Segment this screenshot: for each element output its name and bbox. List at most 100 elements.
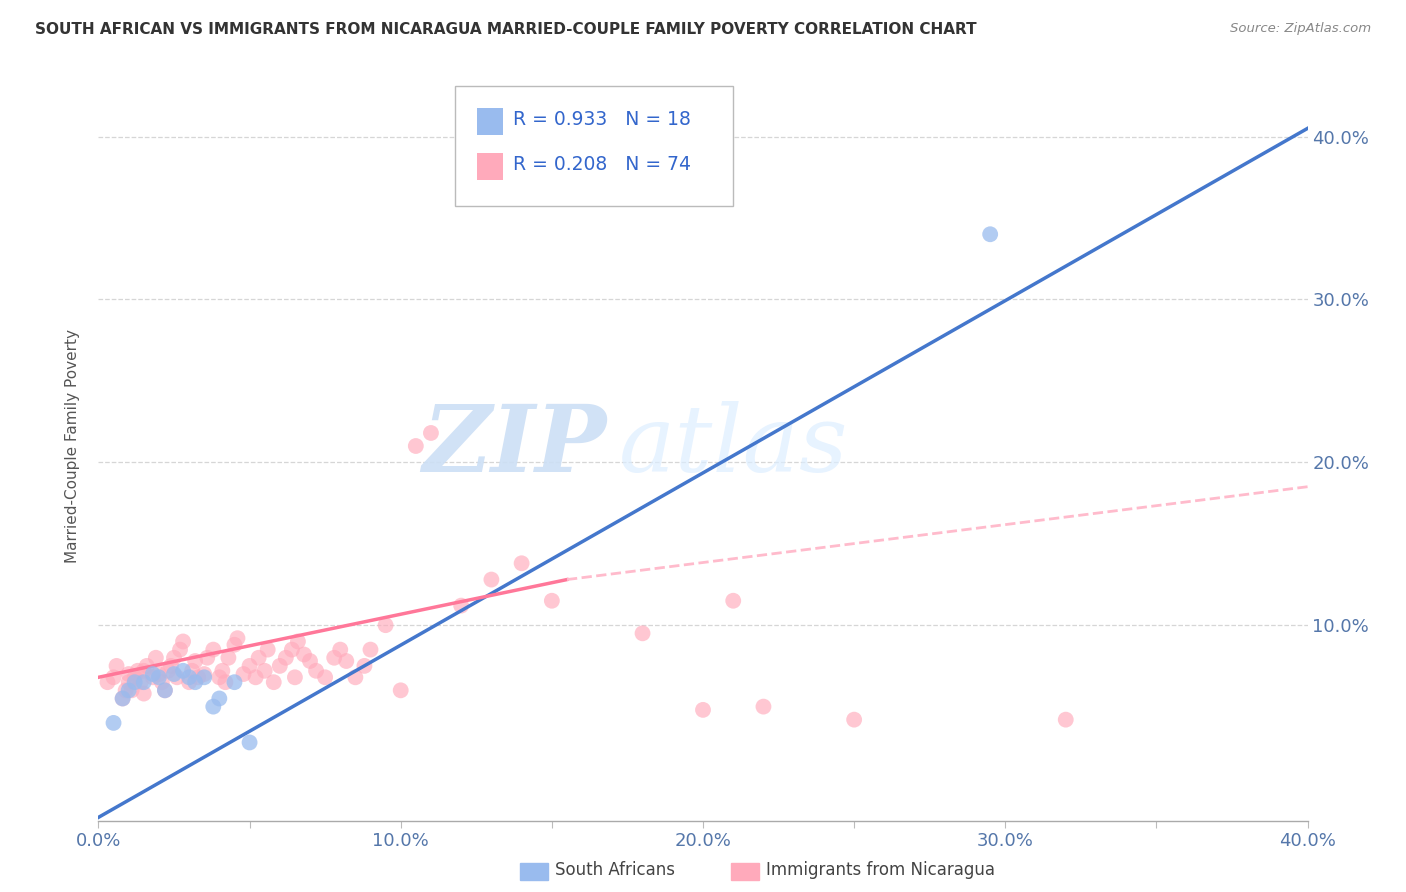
Point: [245, 670, 267, 684]
Point: [692, 703, 714, 717]
Point: [150, 675, 173, 690]
Point: [172, 634, 194, 648]
FancyBboxPatch shape: [477, 153, 503, 180]
Point: [148, 667, 170, 681]
Point: [450, 599, 472, 613]
Text: R = 0.933   N = 18: R = 0.933 N = 18: [513, 110, 690, 128]
Point: [187, 670, 209, 684]
Point: [239, 659, 262, 673]
Point: [127, 664, 149, 678]
Point: [263, 675, 285, 690]
Point: [389, 683, 412, 698]
Point: [274, 650, 297, 665]
Point: [211, 664, 233, 678]
Point: [323, 650, 346, 665]
Point: [163, 650, 186, 665]
Point: [287, 634, 309, 648]
Point: [111, 691, 134, 706]
Point: [226, 631, 249, 645]
Point: [631, 626, 654, 640]
Point: [224, 675, 246, 690]
Point: [163, 667, 186, 681]
Point: [132, 687, 155, 701]
Point: [132, 675, 155, 690]
Point: [299, 654, 322, 668]
Text: SOUTH AFRICAN VS IMMIGRANTS FROM NICARAGUA MARRIED-COUPLE FAMILY POVERTY CORRELA: SOUTH AFRICAN VS IMMIGRANTS FROM NICARAG…: [35, 22, 977, 37]
Point: [111, 691, 134, 706]
Point: [269, 659, 291, 673]
Point: [752, 699, 775, 714]
Point: [96, 675, 118, 690]
Point: [405, 439, 427, 453]
Point: [160, 659, 183, 673]
Point: [145, 650, 167, 665]
Point: [135, 659, 157, 673]
Point: [1054, 713, 1077, 727]
Point: [118, 683, 141, 698]
Point: [142, 670, 165, 684]
Point: [193, 670, 215, 684]
Point: [172, 664, 194, 678]
Point: [335, 654, 357, 668]
Point: [208, 670, 231, 684]
FancyBboxPatch shape: [456, 87, 734, 206]
Point: [184, 675, 207, 690]
Point: [179, 675, 201, 690]
Point: [214, 675, 236, 690]
Point: [121, 683, 143, 698]
Point: [193, 667, 215, 681]
Point: [344, 670, 367, 684]
Point: [256, 642, 278, 657]
Point: [217, 650, 239, 665]
Point: [239, 735, 262, 749]
Point: [224, 638, 246, 652]
Text: R = 0.208   N = 74: R = 0.208 N = 74: [513, 155, 692, 174]
Y-axis label: Married-Couple Family Poverty: Married-Couple Family Poverty: [65, 329, 80, 563]
Point: [124, 670, 146, 684]
Point: [420, 425, 443, 440]
Point: [232, 667, 254, 681]
Point: [142, 667, 165, 681]
Point: [181, 664, 204, 678]
Point: [124, 675, 146, 690]
Point: [208, 691, 231, 706]
Text: atlas: atlas: [619, 401, 848, 491]
Point: [292, 648, 315, 662]
Point: [103, 670, 125, 684]
Point: [184, 654, 207, 668]
Text: ZIP: ZIP: [422, 401, 606, 491]
Point: [253, 664, 276, 678]
Point: [360, 642, 382, 657]
Point: [103, 715, 125, 730]
Point: [129, 675, 152, 690]
Point: [156, 664, 179, 678]
Point: [179, 670, 201, 684]
Text: South Africans: South Africans: [555, 861, 675, 879]
Point: [353, 659, 375, 673]
Point: [169, 642, 191, 657]
Point: [148, 670, 170, 684]
Point: [844, 713, 866, 727]
Point: [374, 618, 396, 632]
Point: [153, 683, 176, 698]
Point: [247, 650, 270, 665]
Text: Immigrants from Nicaragua: Immigrants from Nicaragua: [766, 861, 995, 879]
Point: [510, 556, 533, 570]
Point: [202, 699, 225, 714]
Point: [153, 683, 176, 698]
Point: [202, 642, 225, 657]
Point: [481, 573, 503, 587]
Point: [723, 593, 745, 607]
Point: [118, 667, 141, 681]
Point: [105, 659, 128, 673]
Point: [284, 670, 307, 684]
Point: [114, 683, 136, 698]
FancyBboxPatch shape: [477, 108, 503, 135]
Text: Source: ZipAtlas.com: Source: ZipAtlas.com: [1230, 22, 1371, 36]
Point: [166, 670, 188, 684]
Point: [314, 670, 336, 684]
Point: [281, 642, 304, 657]
Point: [305, 664, 328, 678]
Point: [979, 227, 1001, 242]
Point: [195, 650, 218, 665]
